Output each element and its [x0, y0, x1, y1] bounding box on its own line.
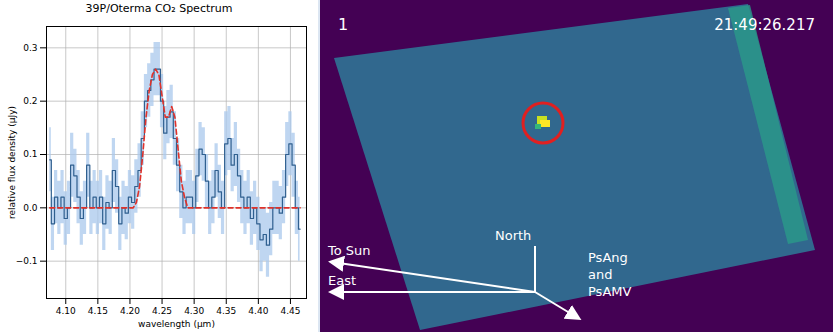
- svg-text:4.20: 4.20: [120, 306, 140, 316]
- svg-text:PsAMV: PsAMV: [588, 284, 631, 299]
- svg-text:4.35: 4.35: [216, 306, 236, 316]
- svg-text:4.45: 4.45: [280, 306, 300, 316]
- svg-text:4.10: 4.10: [56, 306, 76, 316]
- svg-text:4.15: 4.15: [88, 306, 108, 316]
- svg-text:1: 1: [338, 15, 348, 34]
- svg-text:0.0: 0.0: [23, 203, 38, 213]
- svg-text:To Sun: To Sun: [327, 243, 371, 258]
- html-text:39P/Oterma CO₂ Spectrum: 39P/Oterma CO₂ Spectrum: [85, 2, 233, 15]
- svg-text:4.30: 4.30: [184, 306, 204, 316]
- svg-text:0.3: 0.3: [23, 43, 37, 53]
- svg-text:21:49:26.217: 21:49:26.217: [714, 16, 815, 34]
- svg-text:North: North: [495, 228, 531, 243]
- svg-text:East: East: [328, 273, 356, 288]
- svg-text:−0.1: −0.1: [16, 256, 38, 266]
- svg-text:0.2: 0.2: [23, 96, 37, 106]
- svg-text:4.40: 4.40: [248, 306, 268, 316]
- svg-text:0.1: 0.1: [23, 149, 37, 159]
- svg-text:relative flux density (μJy): relative flux density (μJy): [7, 106, 17, 219]
- svg-text:wavelength (μm): wavelength (μm): [138, 319, 215, 329]
- svg-text:PsAng: PsAng: [588, 250, 628, 265]
- svg-text:and: and: [588, 267, 612, 282]
- svg-text:4.25: 4.25: [152, 306, 172, 316]
